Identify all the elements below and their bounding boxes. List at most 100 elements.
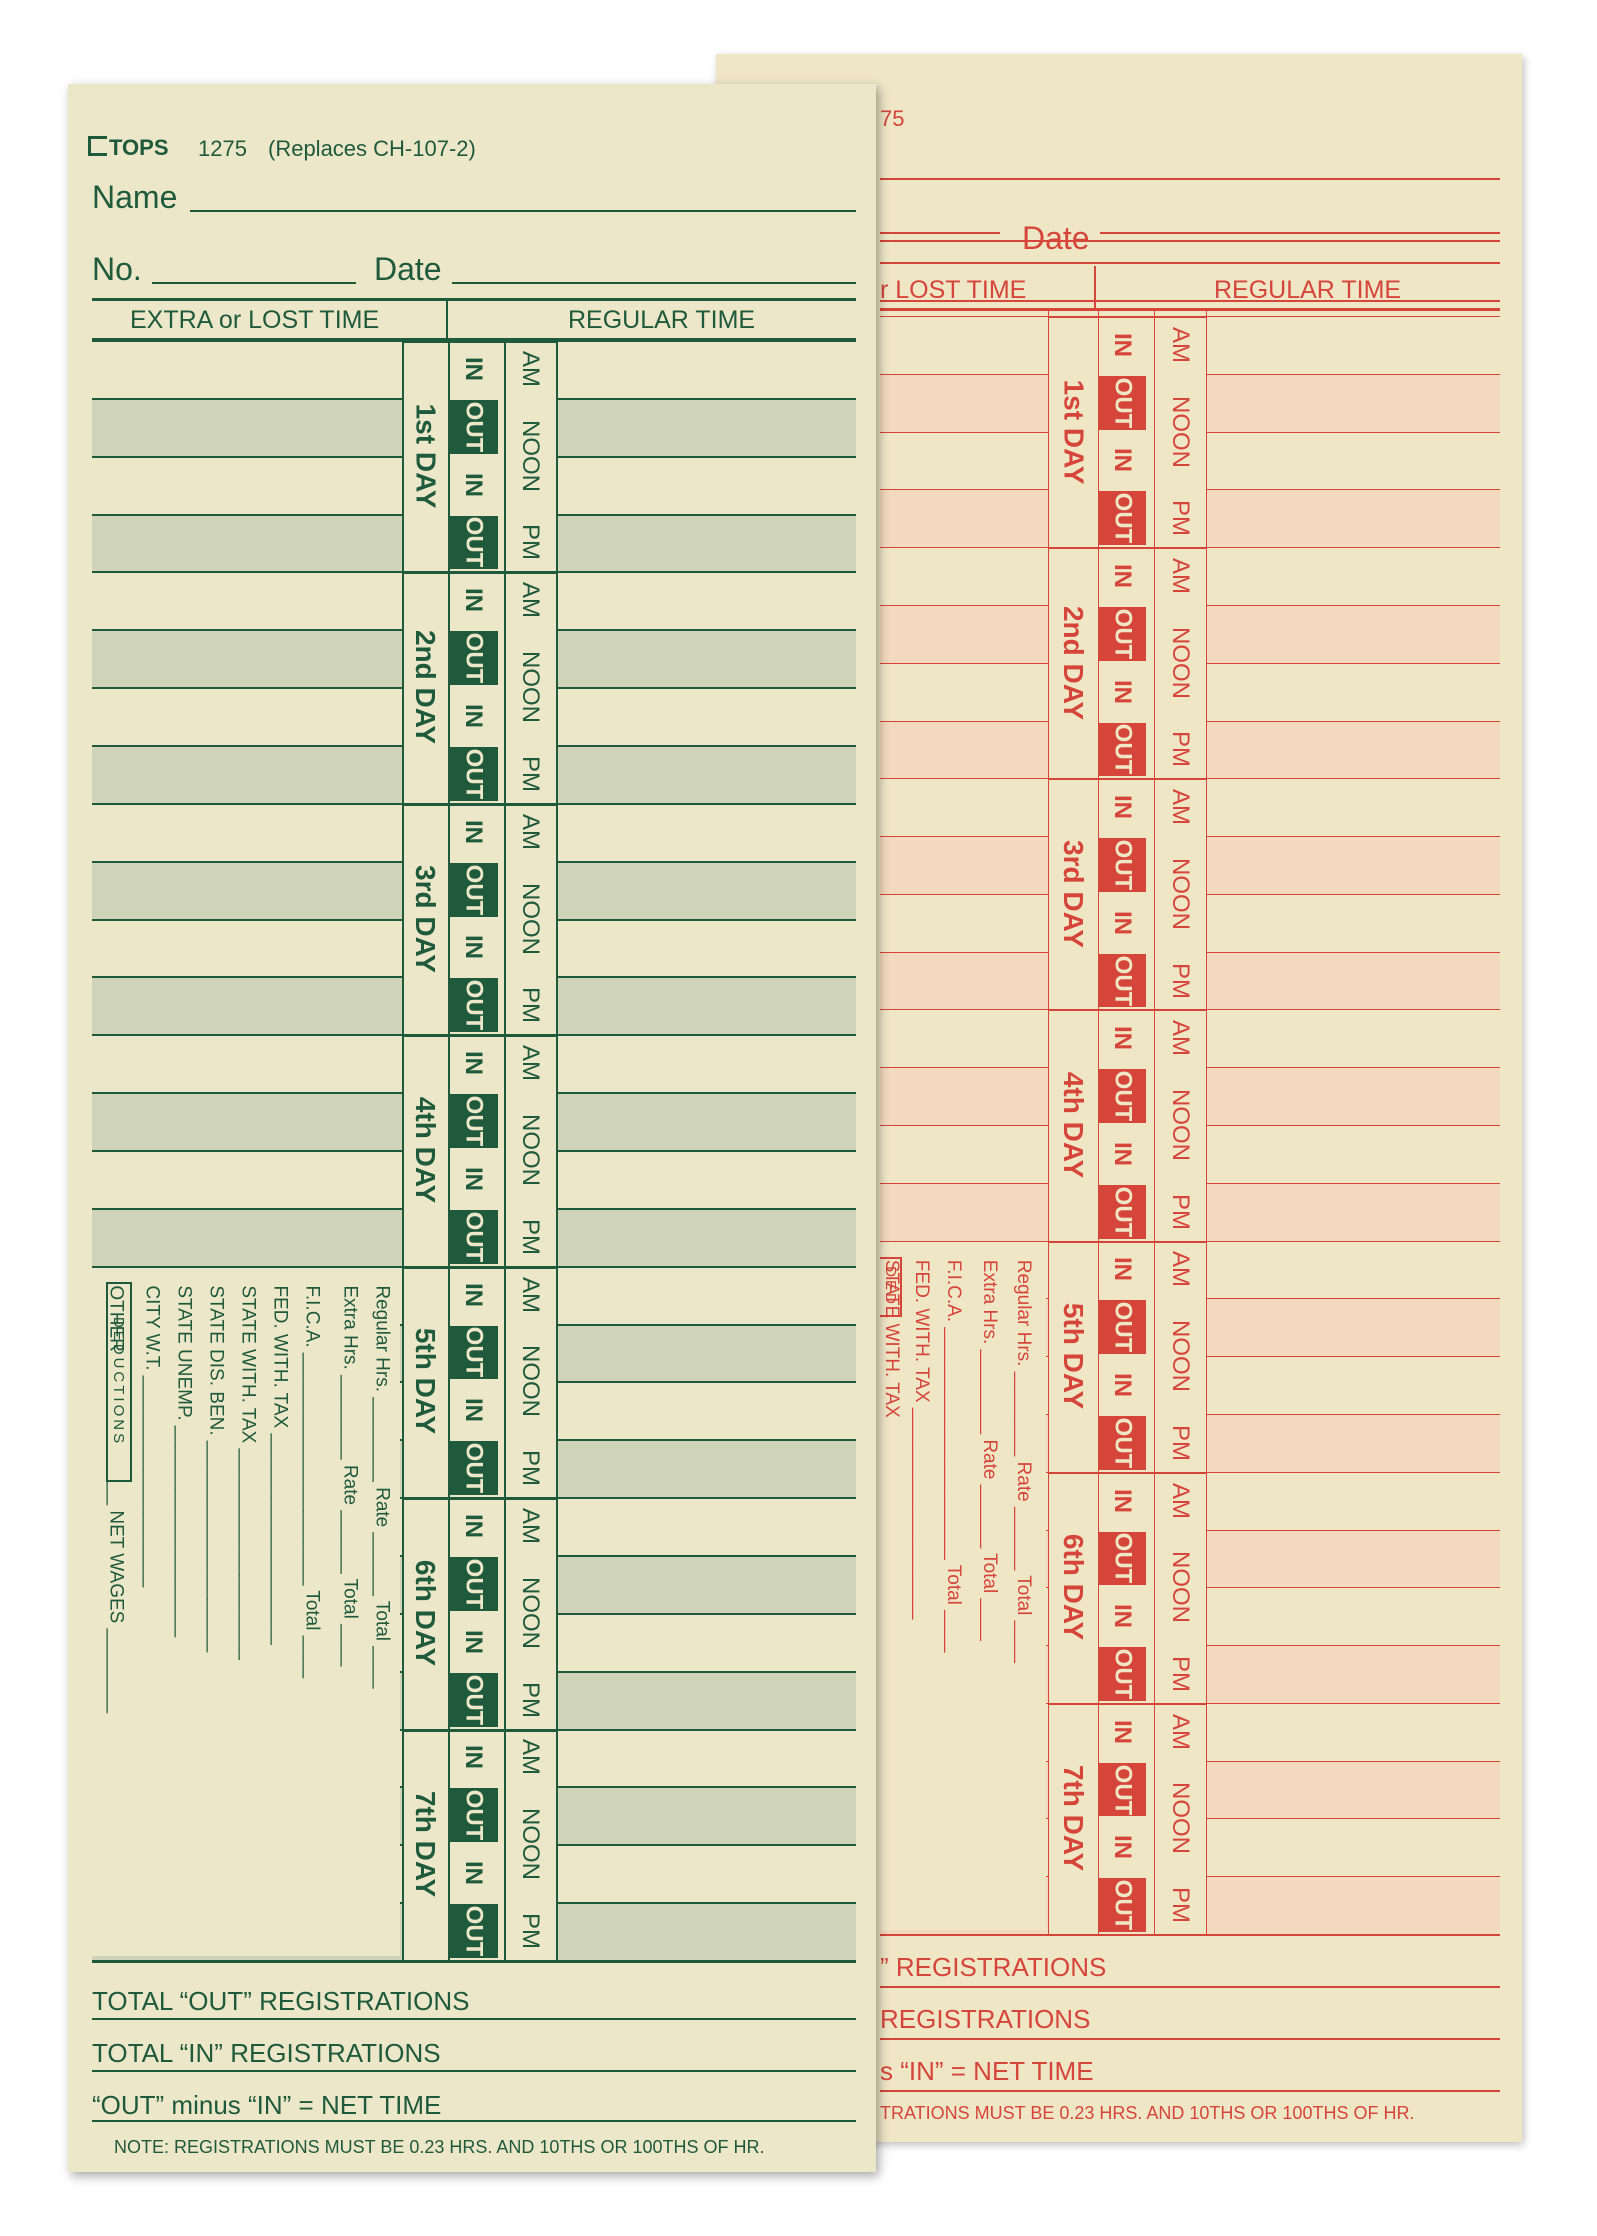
back-out-slot: OUT — [1098, 1300, 1146, 1355]
back-regular-cell[interactable] — [1206, 1298, 1500, 1357]
regular-row-rule — [556, 1902, 856, 1905]
back-regular-cell[interactable] — [1206, 1529, 1500, 1588]
deductions-box: DEDUCTIONS — [106, 1281, 132, 1482]
day-separator — [402, 340, 556, 343]
regular-time-cell[interactable] — [556, 1439, 856, 1498]
regular-time-cell[interactable] — [556, 1323, 856, 1382]
extra-row-rule — [92, 1034, 402, 1037]
back-period-text: NOON — [1167, 1782, 1194, 1855]
back-extra-cell[interactable] — [880, 951, 1048, 1010]
back-extra-cell[interactable] — [880, 1067, 1048, 1125]
back-in-slot: IN — [1098, 1474, 1146, 1528]
extra-row-rule — [92, 1265, 402, 1268]
period-label-text: NOON — [517, 419, 544, 492]
back-period-text: NOON — [1167, 1088, 1194, 1161]
total-in-registrations: TOTAL “IN” REGISTRATIONS — [92, 2038, 441, 2068]
extra-time-cell[interactable] — [92, 976, 402, 1035]
extra-time-cell[interactable] — [92, 513, 402, 572]
back-period-text: NOON — [1167, 857, 1194, 930]
extra-time-cell[interactable] — [92, 860, 402, 919]
back-regular-cell[interactable] — [1206, 1067, 1500, 1125]
back-in-slot: IN — [1098, 780, 1146, 834]
regular-time-cell[interactable] — [556, 1555, 856, 1613]
out-slot-label: OUT — [448, 515, 498, 570]
back-extra-cell[interactable] — [880, 720, 1048, 779]
in-slot-label: IN — [448, 1152, 498, 1206]
back-in-slot: IN — [1098, 434, 1146, 488]
back-footer-rule — [880, 2090, 1500, 2092]
back-regular-cell[interactable] — [1206, 489, 1500, 548]
back-extra-cell[interactable] — [880, 489, 1048, 548]
back-day-separator — [1048, 1702, 1206, 1705]
extra-row-rule — [92, 397, 402, 400]
back-regular-cell[interactable] — [1206, 1876, 1500, 1934]
regular-time-cell[interactable] — [556, 397, 856, 456]
back-regular-cell[interactable] — [1206, 604, 1500, 663]
back-period-label: PM — [1154, 1847, 1206, 1963]
regular-row-rule — [556, 1612, 856, 1615]
regular-time-cell[interactable] — [556, 976, 856, 1035]
day-label: 7th DAY — [402, 1729, 448, 1960]
back-extra-row-rule — [880, 778, 1048, 780]
extra-time-cell[interactable] — [92, 397, 402, 456]
period-label-text: AM — [517, 1045, 544, 1082]
back-slot-text: IN — [1109, 1026, 1136, 1051]
back-extra-cell[interactable] — [880, 1182, 1048, 1241]
date-field-line[interactable] — [452, 282, 856, 284]
back-in-slot: IN — [1098, 1243, 1146, 1297]
out-slot-label: OUT — [448, 862, 498, 917]
back-regular-row-rule — [1206, 1702, 1500, 1704]
regular-row-rule — [556, 918, 856, 921]
regular-time-cell[interactable] — [556, 1786, 856, 1845]
slot-label-text: OUT — [460, 1558, 488, 1610]
no-field-line[interactable] — [152, 282, 356, 284]
regular-time-cell[interactable] — [556, 1092, 856, 1150]
back-day-label: 7th DAY — [1048, 1703, 1098, 1934]
day-separator — [402, 1728, 556, 1732]
extra-time-cell[interactable] — [92, 629, 402, 688]
back-slot-text: OUT — [1109, 1301, 1137, 1353]
back-regular-cell[interactable] — [1206, 1645, 1500, 1703]
back-regular-row-rule — [1206, 431, 1500, 433]
regular-time-cell[interactable] — [556, 629, 856, 688]
regular-time-cell[interactable] — [556, 860, 856, 919]
back-extra-cell[interactable] — [880, 373, 1048, 432]
regular-row-rule — [556, 1381, 856, 1384]
extra-time-cell[interactable] — [92, 1092, 402, 1150]
back-regular-cell[interactable] — [1206, 1413, 1500, 1472]
back-regular-cell[interactable] — [1206, 720, 1500, 779]
period-label-text: NOON — [517, 1345, 544, 1418]
back-slot-text: IN — [1109, 1604, 1136, 1629]
slot-label-text: OUT — [460, 1790, 488, 1841]
back-day-text: 7th DAY — [1058, 1765, 1090, 1872]
back-slot-text: IN — [1109, 795, 1136, 820]
back-day-separator — [1048, 778, 1206, 781]
out-slot-label: OUT — [448, 1672, 498, 1727]
regular-time-cell[interactable] — [556, 1902, 856, 1960]
back-date-label: Date — [1022, 220, 1090, 256]
regular-time-cell[interactable] — [556, 513, 856, 572]
back-extra-cell[interactable] — [880, 836, 1048, 894]
extra-time-cell[interactable] — [92, 1207, 402, 1266]
payroll-box — [92, 1271, 400, 1956]
back-regular-cell[interactable] — [1206, 1760, 1500, 1819]
in-slot-label: IN — [448, 1731, 498, 1785]
back-regular-row-rule — [1206, 1645, 1500, 1647]
back-regular-row-rule — [1206, 1240, 1500, 1242]
regular-time-cell[interactable] — [556, 1207, 856, 1266]
back-in-slot: IN — [1098, 1011, 1146, 1065]
back-extra-cell[interactable] — [880, 604, 1048, 663]
extra-time-cell[interactable] — [92, 745, 402, 803]
back-slot-text: OUT — [1109, 608, 1137, 660]
regular-time-cell[interactable] — [556, 1670, 856, 1729]
regular-time-cell[interactable] — [556, 745, 856, 803]
extra-lost-time-header: EXTRA or LOST TIME — [130, 306, 380, 334]
back-regular-cell[interactable] — [1206, 1182, 1500, 1241]
back-regular-cell[interactable] — [1206, 951, 1500, 1010]
back-extra-header: r LOST TIME — [880, 276, 1027, 304]
back-regular-cell[interactable] — [1206, 373, 1500, 432]
name-field-line[interactable] — [190, 210, 856, 212]
back-regular-row-rule — [1206, 1067, 1500, 1069]
period-label-text: NOON — [517, 882, 544, 955]
back-regular-cell[interactable] — [1206, 836, 1500, 894]
